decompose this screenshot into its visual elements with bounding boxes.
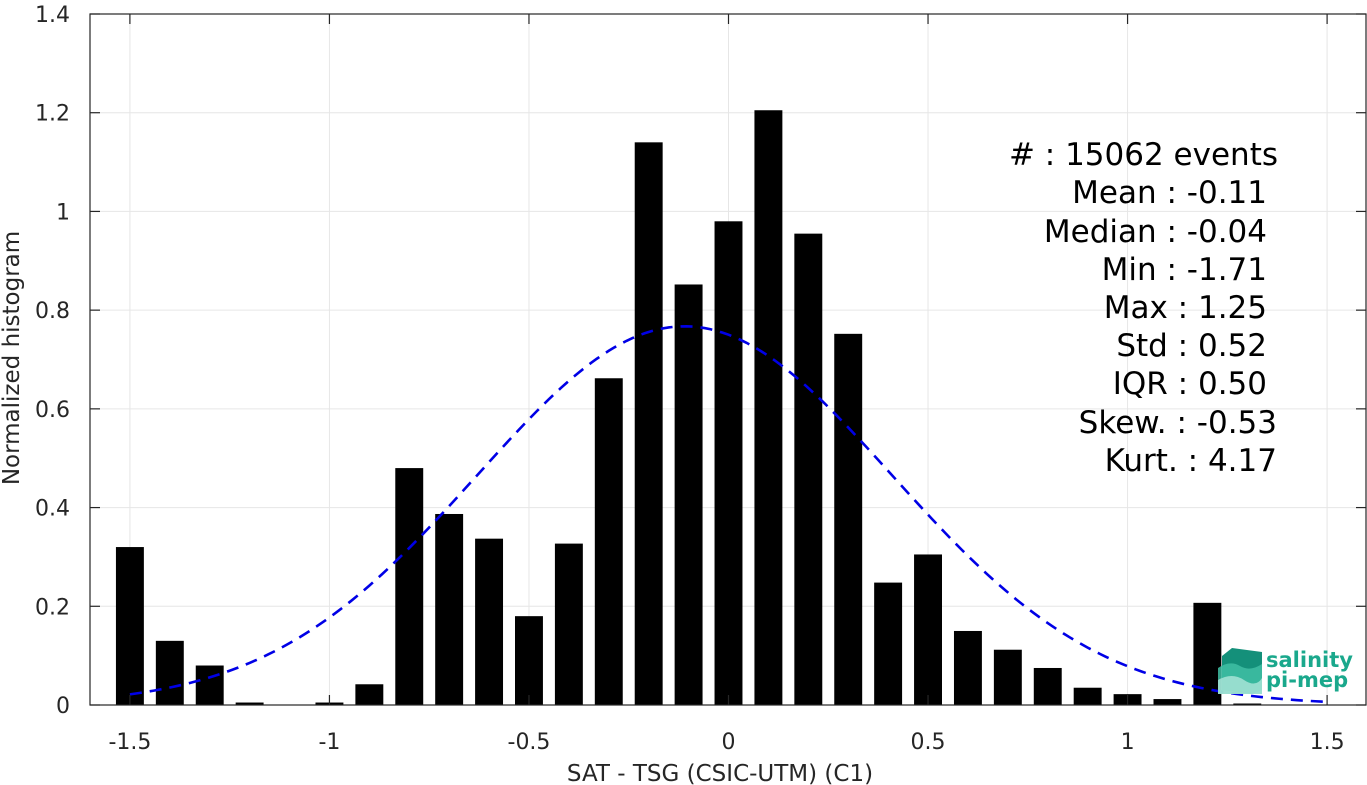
y-tick-label: 0.4 <box>35 497 70 522</box>
axis-ticks <box>90 13 1366 706</box>
y-tick-label: 1.4 <box>35 3 70 28</box>
histogram-bar <box>754 110 783 705</box>
y-tick-label: 0.8 <box>35 299 70 324</box>
stats-std: Std : 0.52 <box>1116 328 1267 364</box>
histogram-bars <box>115 110 1262 706</box>
y-tick-label: 1 <box>56 200 70 225</box>
normal-fit-curve <box>129 325 1328 704</box>
stats-min: Min : -1.71 <box>1102 252 1267 288</box>
histogram-bar <box>1073 687 1102 705</box>
logo-line1: salinity <box>1266 648 1353 672</box>
salinity-pi-mep-logo: salinity pi-mep <box>1218 648 1353 694</box>
histogram-bar <box>834 333 863 705</box>
histogram-bar <box>993 649 1022 705</box>
histogram-bar <box>355 684 384 705</box>
stats-max: Max : 1.25 <box>1104 290 1267 326</box>
y-axis-title: Normalized histogram <box>0 231 25 485</box>
x-tick-label: -1.5 <box>108 730 151 755</box>
histogram-bar <box>953 630 982 705</box>
histogram-bar <box>874 582 903 705</box>
histogram-bar <box>674 284 703 705</box>
statistics-annotation: # : 15062 events Mean : -0.11 Median : -… <box>1009 137 1278 479</box>
x-tick-label: 1.5 <box>1310 730 1345 755</box>
x-tick-label: -0.5 <box>508 730 551 755</box>
stats-count: # : 15062 events <box>1009 137 1278 173</box>
x-tick-label: -1 <box>318 730 340 755</box>
histogram-bar <box>235 702 264 705</box>
histogram-bar <box>594 378 623 705</box>
histogram-bar <box>515 616 543 705</box>
x-tick-labels: -1.5 -1 -0.5 0 0.5 1 1.5 <box>108 730 1344 755</box>
logo-line2: pi-mep <box>1266 668 1348 692</box>
stats-median: Median : -0.04 <box>1044 214 1267 250</box>
histogram-bar <box>1153 699 1182 705</box>
histogram-bar <box>714 221 743 706</box>
x-tick-label: 1 <box>1121 730 1135 755</box>
histogram-bar <box>914 554 942 705</box>
histogram-bar <box>435 513 464 705</box>
stats-mean: Mean : -0.11 <box>1072 175 1267 211</box>
histogram-bar <box>475 538 504 705</box>
stats-kurt: Kurt. : 4.17 <box>1105 443 1277 479</box>
histogram-bar <box>634 142 663 706</box>
y-tick-label: 0 <box>56 694 70 719</box>
grid-lines <box>90 13 1367 706</box>
histogram-bar <box>195 665 224 705</box>
y-tick-label: 0.6 <box>35 398 70 423</box>
histogram-bar <box>1033 667 1062 705</box>
histogram-bar <box>554 543 583 705</box>
stats-skew: Skew. : -0.53 <box>1079 405 1277 441</box>
y-tick-label: 1.2 <box>35 102 70 127</box>
y-tick-labels: 0 0.2 0.4 0.6 0.8 1 1.2 1.4 <box>35 3 70 719</box>
x-tick-label: 0 <box>722 730 736 755</box>
histogram-bar <box>115 547 144 705</box>
histogram-bar <box>794 233 823 705</box>
logo-wave-icon <box>1218 648 1262 694</box>
y-tick-label: 0.2 <box>35 595 70 620</box>
histogram-bar <box>395 468 424 705</box>
x-tick-label: 0.5 <box>911 730 946 755</box>
histogram-bar <box>1233 703 1262 705</box>
x-axis-title: SAT - TSG (CSIC-UTM) (C1) <box>567 761 873 785</box>
histogram-bar <box>155 640 184 705</box>
stats-iqr: IQR : 0.50 <box>1113 366 1267 402</box>
